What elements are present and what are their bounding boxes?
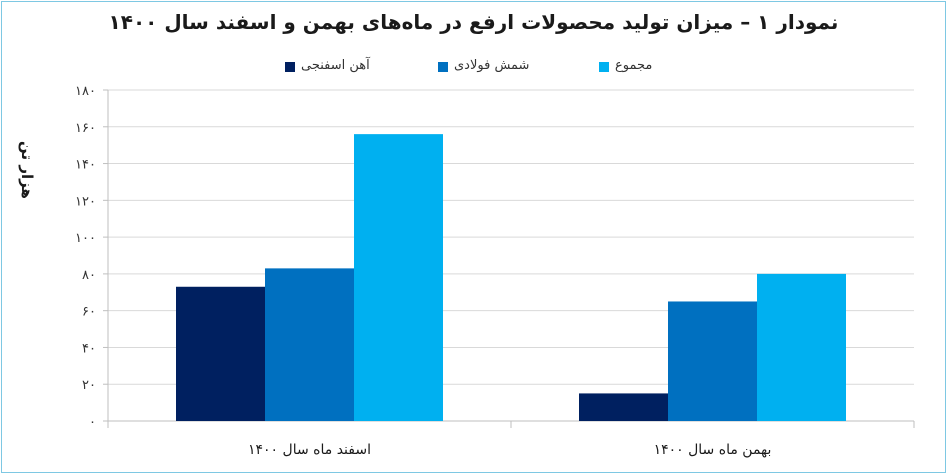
chart-title: نمودار ۱ – میزان تولید محصولات ارفع در م… bbox=[108, 10, 839, 34]
bar-1-category-2 bbox=[579, 393, 668, 421]
x-category-label: بهمن ماه سال ۱۴۰۰ bbox=[654, 442, 772, 458]
y-tick-label: ۱۶۰ bbox=[75, 121, 96, 136]
legend-item-total: مجموع bbox=[599, 58, 679, 78]
y-tick-label: ۶۰ bbox=[82, 305, 96, 320]
y-tick-label: ۴۰ bbox=[82, 341, 96, 356]
y-tick-label: ۱۰۰ bbox=[75, 231, 96, 246]
legend-swatch-steel-billet bbox=[438, 62, 448, 72]
y-tick-label: ۱۲۰ bbox=[75, 194, 96, 209]
legend: آهن اسفنجی شمش فولادی مجموع bbox=[0, 58, 947, 80]
y-tick-label: ۱۸۰ bbox=[75, 84, 96, 99]
y-tick-label: ۸۰ bbox=[82, 268, 96, 283]
y-tick-label: ۲۰ bbox=[82, 378, 96, 393]
y-axis-label: هزار تن bbox=[18, 141, 36, 199]
legend-swatch-sponge-iron bbox=[285, 62, 295, 72]
legend-item-steel-billet: شمش فولادی bbox=[438, 58, 548, 78]
legend-item-sponge-iron: آهن اسفنجی bbox=[285, 58, 395, 78]
bar-2-category-1 bbox=[265, 268, 354, 421]
x-category-label: اسفند ماه سال ۱۴۰۰ bbox=[248, 442, 371, 458]
legend-label-sponge-iron: آهن اسفنجی bbox=[301, 58, 370, 73]
bar-3-category-2 bbox=[757, 273, 846, 421]
bar-3-category-1 bbox=[354, 134, 443, 421]
bar-2-category-2 bbox=[668, 301, 757, 421]
y-tick-label: ۰ bbox=[89, 415, 96, 430]
bar-1-category-1 bbox=[176, 286, 265, 421]
legend-swatch-total bbox=[599, 62, 609, 72]
legend-label-total: مجموع bbox=[615, 58, 653, 73]
y-tick-label: ۱۴۰ bbox=[75, 158, 96, 173]
legend-label-steel-billet: شمش فولادی bbox=[454, 58, 530, 73]
